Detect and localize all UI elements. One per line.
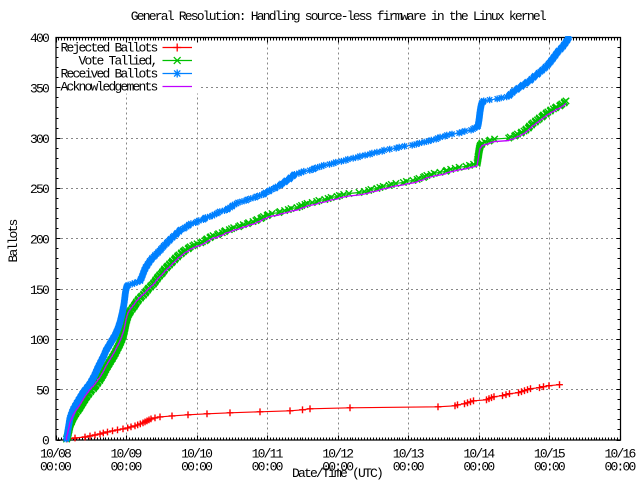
svg-text:00:00: 00:00 <box>604 460 635 475</box>
svg-text:Received Ballots: Received Ballots <box>60 67 157 82</box>
svg-text:150: 150 <box>30 283 49 298</box>
svg-text:50: 50 <box>36 383 49 398</box>
svg-text:10/14: 10/14 <box>463 447 495 462</box>
svg-text:00:00: 00:00 <box>252 460 283 475</box>
svg-text:10/10: 10/10 <box>181 447 212 462</box>
svg-text:00:00: 00:00 <box>40 460 71 475</box>
svg-text:10/11: 10/11 <box>252 447 284 462</box>
svg-text:10/12: 10/12 <box>322 447 353 462</box>
svg-text:General Resolution: Handling s: General Resolution: Handling source-less… <box>131 9 547 24</box>
svg-text:200: 200 <box>30 232 49 247</box>
svg-text:00:00: 00:00 <box>111 460 142 475</box>
svg-text:0: 0 <box>42 434 49 449</box>
svg-text:Acknowledgements: Acknowledgements <box>60 80 157 95</box>
svg-text:00:00: 00:00 <box>393 460 424 475</box>
svg-text:00:00: 00:00 <box>463 460 494 475</box>
svg-text:Date/Time (UTC): Date/Time (UTC) <box>292 466 382 480</box>
svg-text:100: 100 <box>30 333 49 348</box>
svg-text:350: 350 <box>30 82 49 97</box>
svg-text:00:00: 00:00 <box>322 460 353 475</box>
svg-text:10/15: 10/15 <box>534 447 565 462</box>
svg-text:400: 400 <box>30 31 49 46</box>
svg-text:300: 300 <box>30 132 49 147</box>
svg-text:10/13: 10/13 <box>393 447 424 462</box>
svg-text:10/16: 10/16 <box>604 447 635 462</box>
svg-text:250: 250 <box>30 182 49 197</box>
svg-text:Rejected Ballots: Rejected Ballots <box>60 41 157 56</box>
svg-text:10/08: 10/08 <box>40 447 71 462</box>
svg-text:Ballots: Ballots <box>6 220 21 263</box>
svg-text:Vote Tallied,: Vote Tallied, <box>78 54 156 69</box>
svg-text:00:00: 00:00 <box>534 460 565 475</box>
svg-text:10/09: 10/09 <box>111 447 142 462</box>
svg-text:00:00: 00:00 <box>181 460 212 475</box>
